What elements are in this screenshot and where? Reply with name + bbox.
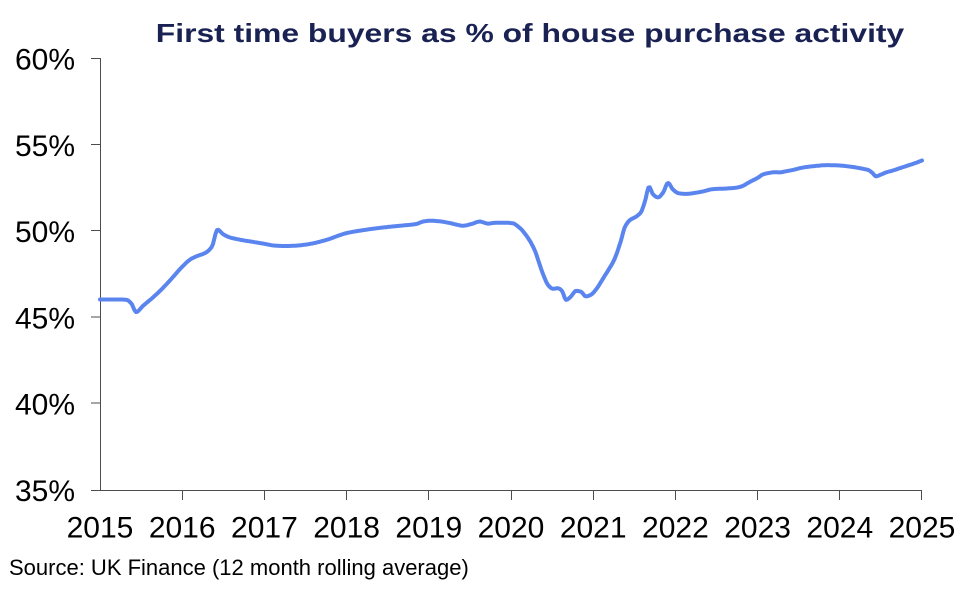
svg-text:2022: 2022 <box>642 512 709 545</box>
svg-text:50%: 50% <box>15 216 75 249</box>
svg-text:2018: 2018 <box>313 512 380 545</box>
svg-text:2019: 2019 <box>395 512 462 545</box>
svg-text:2025: 2025 <box>889 512 956 545</box>
svg-text:First time buyers as % of hous: First time buyers as % of house purchase… <box>156 20 904 49</box>
svg-text:2015: 2015 <box>67 512 134 545</box>
svg-text:2017: 2017 <box>231 512 298 545</box>
svg-text:2024: 2024 <box>806 512 873 545</box>
svg-text:2021: 2021 <box>560 512 627 545</box>
svg-text:2023: 2023 <box>724 512 791 545</box>
svg-text:Source: UK Finance (12 month r: Source: UK Finance (12 month rolling ave… <box>9 555 469 580</box>
svg-text:55%: 55% <box>15 130 75 163</box>
svg-text:40%: 40% <box>15 389 75 422</box>
svg-text:45%: 45% <box>15 302 75 335</box>
svg-text:60%: 60% <box>15 44 75 77</box>
svg-text:2016: 2016 <box>149 512 216 545</box>
svg-text:2020: 2020 <box>478 512 545 545</box>
svg-text:35%: 35% <box>15 475 75 508</box>
